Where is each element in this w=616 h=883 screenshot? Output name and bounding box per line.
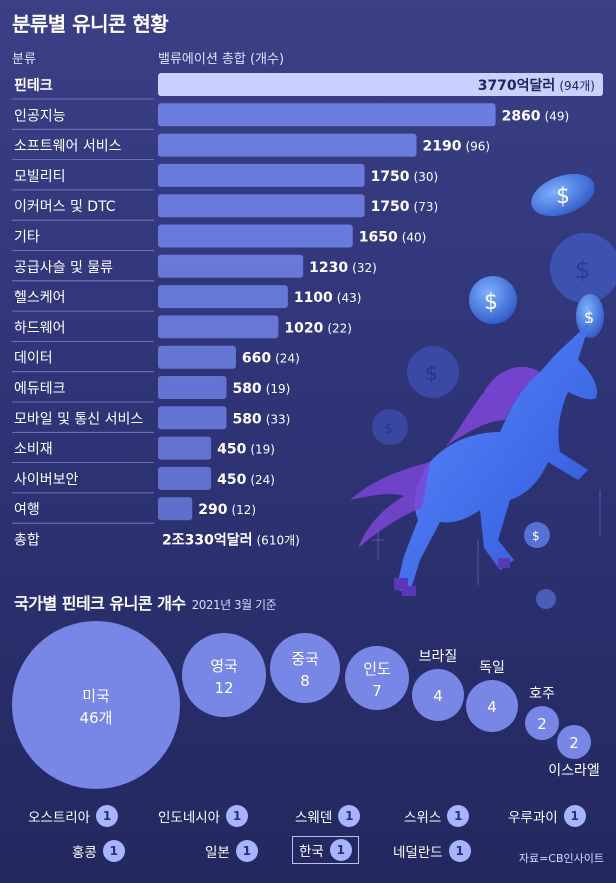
bar	[158, 163, 365, 187]
country-value: 8	[300, 672, 310, 690]
country-bubble	[525, 706, 559, 740]
country-bubble	[12, 621, 180, 789]
category-label: 핀테크	[14, 78, 53, 94]
category-label: 모바일 및 통신 서비스	[14, 411, 143, 427]
category-label: 소비재	[14, 442, 53, 458]
country-label: 미국	[82, 687, 110, 705]
country-label: 인도	[363, 660, 391, 678]
bar	[158, 103, 496, 127]
bar-value-label: 1750 (73)	[371, 199, 439, 215]
bar-value-label: 660 (24)	[242, 351, 300, 367]
total-label: 총합	[14, 533, 40, 549]
svg-text:$: $	[556, 184, 570, 209]
category-label: 여행	[14, 502, 40, 518]
bar-value-label: 290 (12)	[198, 502, 256, 518]
page-title: 분류별 유니콘 현황	[12, 12, 169, 36]
value-header: 밸류에이션 총합 (개수)	[158, 52, 285, 67]
country-label: 영국	[210, 657, 238, 675]
svg-text:$: $	[484, 290, 498, 315]
bar-value-label: 2860 (49)	[502, 108, 570, 124]
bar	[158, 406, 227, 430]
country-value: 7	[372, 682, 382, 700]
country-bubble	[345, 646, 409, 710]
bubble-chart-heading: 국가별 핀테크 유니콘 개수	[14, 594, 186, 613]
category-label: 소프트웨어 서비스	[14, 139, 122, 155]
coin-icon: $	[550, 233, 616, 303]
bar-value-label: 1230 (32)	[309, 260, 377, 276]
country-bubble	[466, 680, 518, 732]
coin-icon: $	[524, 522, 550, 548]
bubble-chart-date: 2021년 3월 기준	[191, 598, 277, 612]
svg-text:$: $	[425, 361, 438, 385]
source-note: 자료=CB인사이트	[518, 852, 604, 865]
coin-icon: $	[469, 276, 517, 324]
valuation-bar-chart: 핀테크 3770억달러 (94개) 인공지능 2860 (49) 소프트웨어 서비스 2190…	[12, 73, 603, 549]
country-label: 브라질	[419, 649, 458, 665]
category-label: 모빌리티	[14, 169, 66, 185]
total-value: 2조330억달러 (610개)	[162, 533, 300, 549]
bar-value-label: 2190 (96)	[423, 139, 491, 155]
category-label: 하드웨어	[14, 320, 66, 336]
bar	[158, 376, 227, 399]
bar	[158, 254, 304, 278]
bar	[158, 466, 212, 490]
country-bubble-chart: 미국 46개 영국 12 중국 8 인도 7 브라질 4 독일 4 호주 2 이스라엘 2	[12, 621, 600, 789]
bar-value-label: 1100 (43)	[294, 290, 362, 306]
country-bubble	[412, 669, 464, 721]
coin-icon: $	[407, 346, 459, 398]
country-label: 중국	[291, 650, 319, 668]
unicorn-icon	[350, 322, 598, 596]
country-bubble	[270, 633, 340, 703]
category-label: 사이버보안	[14, 472, 79, 488]
category-label: 인공지능	[14, 108, 66, 124]
category-label: 에듀테크	[14, 381, 66, 397]
svg-text:$: $	[584, 308, 594, 327]
svg-text:$: $	[532, 529, 540, 543]
bar	[158, 194, 365, 218]
category-label: 헬스케어	[14, 290, 66, 306]
bar-value-label: 580 (19)	[232, 381, 290, 397]
country-value: 2	[569, 734, 579, 752]
bar	[158, 345, 236, 369]
country-label: 호주	[529, 686, 555, 702]
bubble-chart-title: 국가별 핀테크 유니콘 개수 2021년 3월 기준	[14, 590, 277, 614]
bar-value-label: 580 (33)	[232, 411, 290, 427]
country-value: 12	[214, 679, 233, 697]
country-value: 46개	[80, 709, 113, 727]
svg-text:$: $	[384, 421, 393, 437]
bar	[158, 73, 603, 96]
country-value: 4	[433, 687, 443, 705]
country-bubble	[182, 633, 266, 717]
coin-icon	[536, 589, 556, 609]
bar	[158, 315, 279, 339]
country-value: 2	[537, 715, 547, 733]
category-label: 공급사슬 및 물류	[14, 260, 113, 276]
bar	[158, 436, 212, 460]
coin-icon: $	[576, 294, 604, 338]
bar	[158, 497, 193, 521]
country-label: 독일	[479, 660, 505, 676]
bar-value-label: 450 (19)	[217, 442, 275, 458]
bar	[158, 133, 417, 157]
bar-value-label: 3770억달러 (94개)	[478, 78, 595, 94]
bar-value-label: 1650 (40)	[359, 230, 427, 246]
country-value: 4	[487, 698, 497, 716]
bar-value-label: 1750 (30)	[371, 169, 439, 185]
category-header: 분류	[12, 52, 36, 67]
coin-icon: $	[372, 409, 408, 445]
bar	[158, 224, 353, 248]
category-label: 이커머스 및 DTC	[14, 199, 116, 215]
country-label: 이스라엘	[548, 763, 600, 779]
svg-text:$: $	[575, 256, 590, 284]
category-label: 데이터	[14, 351, 53, 367]
country-bubble	[557, 725, 591, 759]
category-label: 기타	[14, 230, 40, 246]
bar-value-label: 1020 (22)	[284, 320, 352, 336]
coin-icon: $	[531, 173, 595, 217]
bar-value-label: 450 (24)	[217, 472, 275, 488]
bar	[158, 285, 288, 309]
